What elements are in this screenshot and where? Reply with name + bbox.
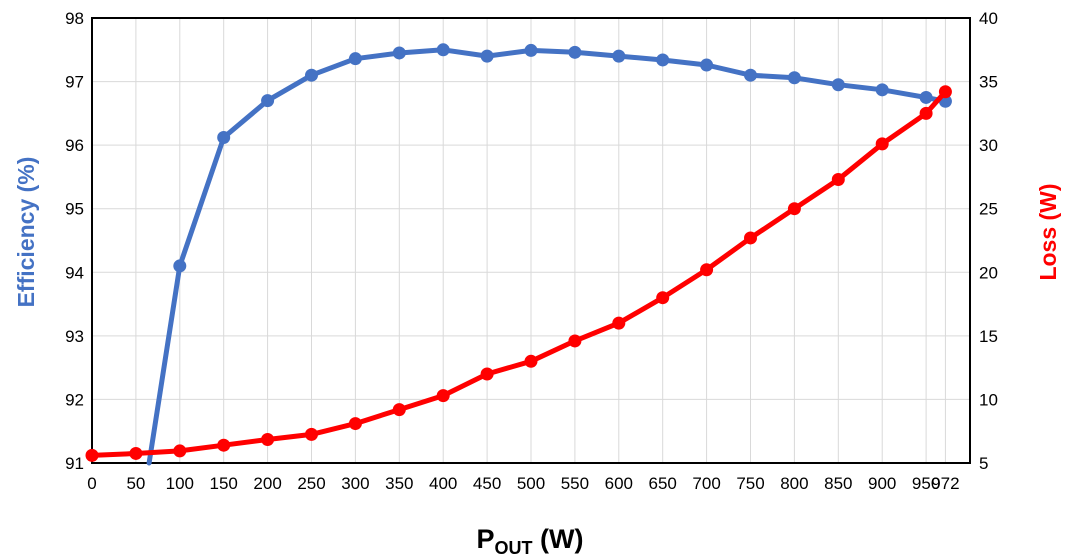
x-tick-label: 350: [385, 474, 413, 493]
x-tick-label: 0: [87, 474, 96, 493]
data-point: [938, 85, 952, 99]
x-tick-label: 950: [912, 474, 940, 493]
x-tick-label: 600: [605, 474, 633, 493]
y-left-tick-label: 96: [65, 136, 84, 155]
y-left-tick-label: 91: [65, 454, 84, 473]
x-tick-label: 100: [166, 474, 194, 493]
data-point: [831, 172, 845, 186]
data-point: [261, 94, 275, 108]
data-point: [305, 68, 318, 82]
data-point: [436, 389, 450, 403]
x-tick-label: 450: [473, 474, 501, 493]
data-point: [392, 403, 406, 417]
y-right-tick-label: 25: [979, 200, 998, 219]
data-point: [744, 231, 757, 245]
data-point: [217, 131, 231, 145]
data-point: [700, 58, 714, 72]
data-point: [612, 316, 626, 330]
y-left-tick-label: 92: [65, 390, 84, 409]
y-left-axis-ticks: 91 92 93 94 95 96 97 98: [65, 9, 84, 473]
series-layer: [85, 43, 952, 466]
data-point: [305, 427, 318, 441]
data-point: [919, 106, 933, 120]
data-point: [568, 45, 582, 59]
data-point: [480, 49, 494, 63]
data-point: [480, 367, 494, 381]
data-point: [436, 43, 450, 57]
data-point: [744, 68, 757, 82]
x-axis-title-subscript: OUT: [495, 538, 533, 558]
x-tick-label: 800: [780, 474, 808, 493]
y-right-tick-label: 15: [979, 327, 998, 346]
data-point: [787, 202, 801, 216]
x-tick-label: 50: [126, 474, 145, 493]
y-left-tick-label: 98: [65, 9, 84, 28]
x-axis-title-suffix: (W): [533, 524, 584, 554]
data-point: [787, 71, 801, 85]
data-point: [831, 78, 845, 92]
data-point: [568, 334, 582, 348]
x-tick-label: 900: [868, 474, 896, 493]
data-point: [656, 53, 670, 67]
y-left-tick-label: 97: [65, 73, 84, 92]
data-point: [875, 83, 889, 97]
x-tick-label: 400: [429, 474, 457, 493]
x-tick-label: 972: [931, 474, 959, 493]
data-point: [656, 291, 670, 305]
x-tick-label: 500: [517, 474, 545, 493]
x-tick-label: 200: [253, 474, 281, 493]
x-axis-title: POUT (W): [477, 524, 584, 558]
y-right-tick-label: 40: [979, 9, 998, 28]
series-efficiency: [146, 43, 952, 466]
x-tick-label: 300: [341, 474, 369, 493]
y-left-tick-label: 94: [65, 263, 84, 282]
data-point: [700, 263, 714, 277]
data-point: [129, 446, 143, 460]
x-tick-label: 650: [649, 474, 677, 493]
x-axis-title-main: P: [477, 524, 495, 554]
data-point: [875, 137, 889, 151]
x-axis-ticks: 0 50 100 150 200 250 300 350 400 450 500 550 600 650 7…: [87, 474, 959, 493]
x-tick-label: 850: [824, 474, 852, 493]
data-point: [919, 90, 933, 104]
x-tick-label: 150: [210, 474, 238, 493]
y-right-tick-label: 5: [979, 454, 988, 473]
data-point: [173, 444, 187, 458]
data-point: [348, 417, 362, 431]
data-point: [85, 448, 99, 462]
y-left-tick-label: 95: [65, 200, 84, 219]
y-right-axis-ticks: 5 10 15 20 25 30 35 40: [979, 9, 998, 473]
data-point: [524, 354, 538, 368]
series-line: [146, 47, 948, 466]
plot-area-frame: [91, 17, 971, 464]
y-right-tick-label: 30: [979, 136, 998, 155]
data-point: [612, 49, 626, 63]
y-right-axis-title: Loss (W): [1035, 183, 1061, 280]
series-loss: [85, 85, 952, 462]
y-right-tick-label: 20: [979, 263, 998, 282]
x-tick-label: 750: [736, 474, 764, 493]
data-point: [524, 43, 538, 57]
x-tick-label: 250: [297, 474, 325, 493]
y-left-axis-title: Efficiency (%): [13, 157, 39, 308]
y-right-tick-label: 35: [979, 73, 998, 92]
x-tick-label: 550: [561, 474, 589, 493]
data-point: [392, 46, 406, 60]
x-tick-label: 700: [692, 474, 720, 493]
data-point: [261, 432, 275, 446]
data-point: [173, 259, 187, 273]
data-point: [348, 52, 362, 66]
y-left-tick-label: 93: [65, 327, 84, 346]
y-right-tick-label: 10: [979, 390, 998, 409]
data-point: [217, 438, 231, 452]
